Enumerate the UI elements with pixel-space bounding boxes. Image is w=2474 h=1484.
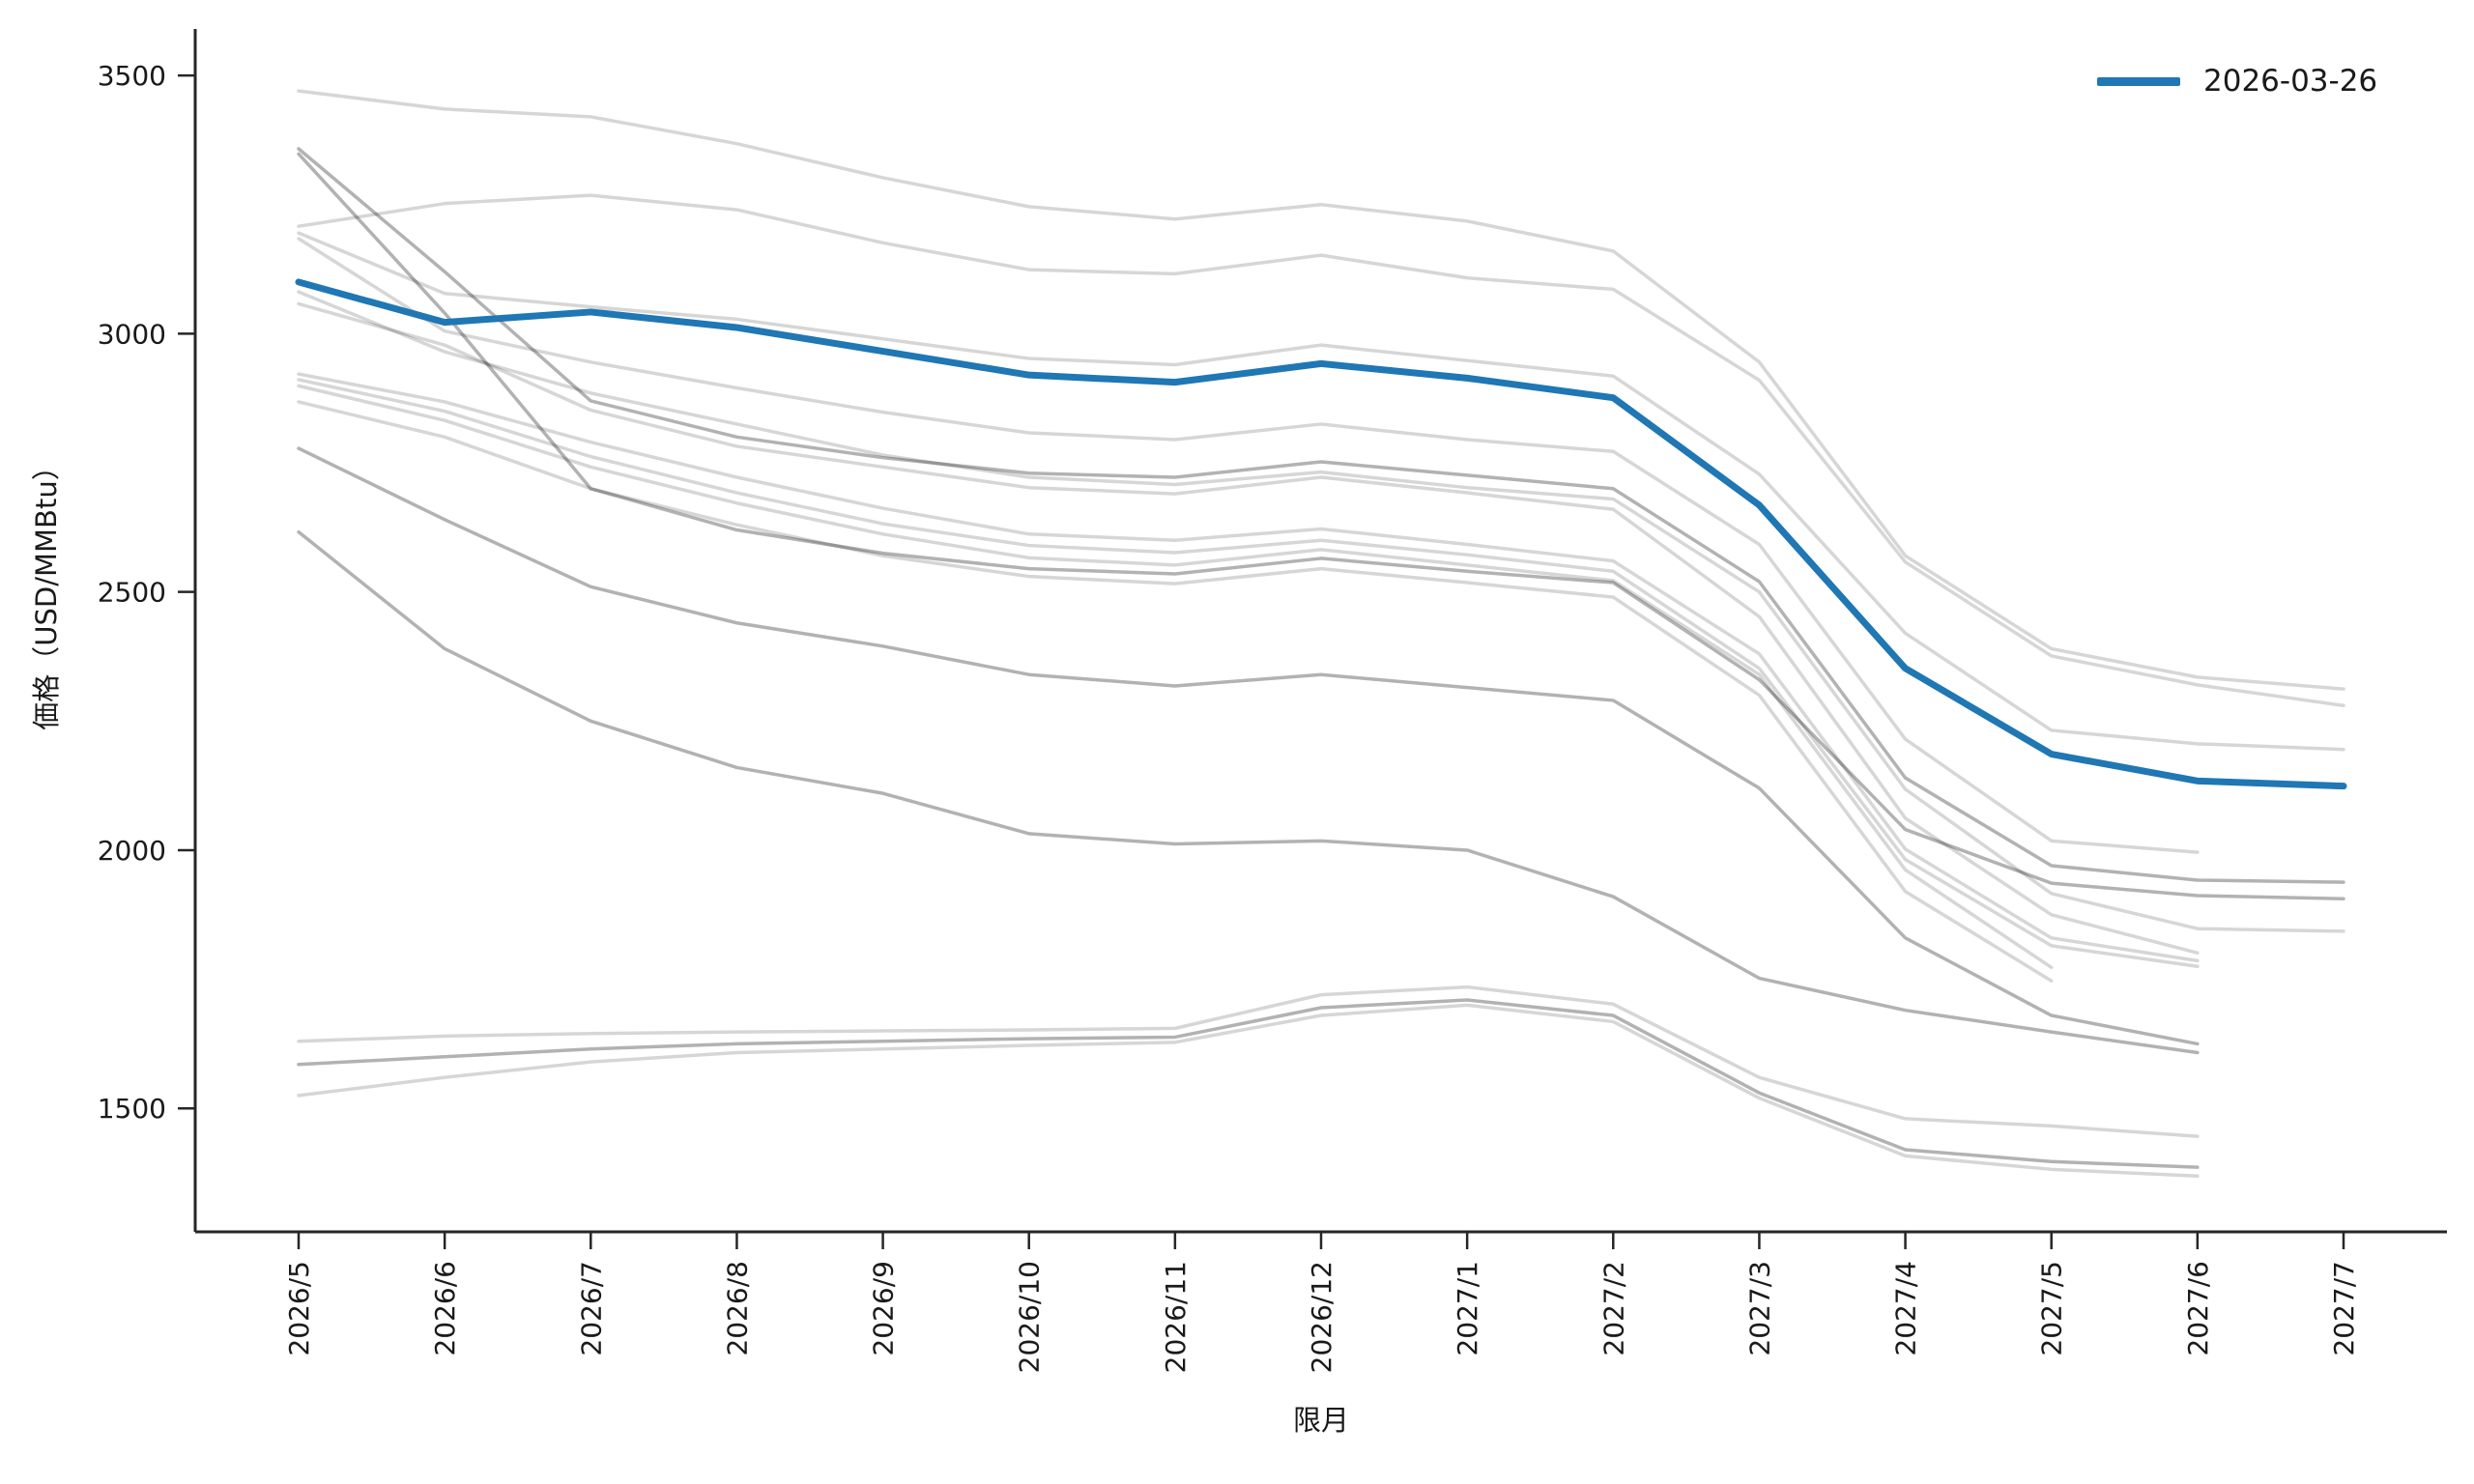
x-tick-label: 2026/8 (721, 1261, 753, 1356)
background-series-line-11 (297, 400, 2054, 983)
x-tick-label: 2027/1 (1452, 1261, 1483, 1356)
background-series-line-9 (297, 378, 2200, 968)
x-tick-label: 2027/7 (2328, 1261, 2360, 1356)
background-series-line-2 (297, 231, 2345, 752)
x-tick-label: 2026/5 (283, 1261, 315, 1356)
background-series-line-10 (297, 384, 2054, 970)
background-series-line-13 (297, 529, 2200, 1055)
y-tick-label: 2000 (98, 835, 166, 867)
legend-line-swatch (2097, 76, 2180, 86)
background-series-line-15 (297, 998, 2200, 1169)
x-tick-label: 2027/2 (1597, 1261, 1629, 1356)
background-series-line-1 (297, 193, 2345, 708)
background-series-line-3 (297, 147, 2345, 884)
x-axis-label: 限月 (1292, 1404, 1350, 1437)
legend-label: 2026-03-26 (2203, 64, 2378, 99)
y-tick-label: 2500 (98, 577, 166, 609)
x-tick-label: 2027/6 (2182, 1261, 2214, 1356)
x-tick-label: 2026/9 (868, 1261, 900, 1356)
x-tick-label: 2027/4 (1890, 1261, 1922, 1356)
background-series-line-4 (297, 152, 2345, 900)
background-series-line-6 (297, 290, 2345, 933)
x-tick-label: 2026/10 (1014, 1261, 1046, 1373)
background-series-line-7 (297, 301, 2200, 956)
y-axis-label: 価格（USD/MMBtu） (30, 452, 63, 730)
background-series-line-16 (297, 1003, 2200, 1179)
legend: 2026-03-26 (2097, 64, 2377, 99)
y-tick-label: 3500 (98, 60, 166, 92)
y-tick-label: 3000 (98, 318, 166, 350)
y-tick-label: 1500 (98, 1093, 166, 1125)
background-series-line-14 (297, 985, 2200, 1138)
background-series-line-0 (297, 89, 2345, 691)
x-tick-label: 2026/6 (429, 1261, 461, 1356)
x-tick-label: 2027/3 (1743, 1261, 1775, 1356)
background-series-line-5 (297, 237, 2200, 854)
background-series-line-12 (297, 446, 2200, 1046)
x-tick-label: 2026/7 (575, 1261, 607, 1356)
highlight-series-line (295, 278, 2347, 790)
x-tick-label: 2026/12 (1306, 1261, 1338, 1373)
x-tick-label: 2027/5 (2036, 1261, 2068, 1356)
background-series-line-8 (297, 372, 2200, 963)
x-tick-label: 2026/11 (1160, 1261, 1192, 1373)
